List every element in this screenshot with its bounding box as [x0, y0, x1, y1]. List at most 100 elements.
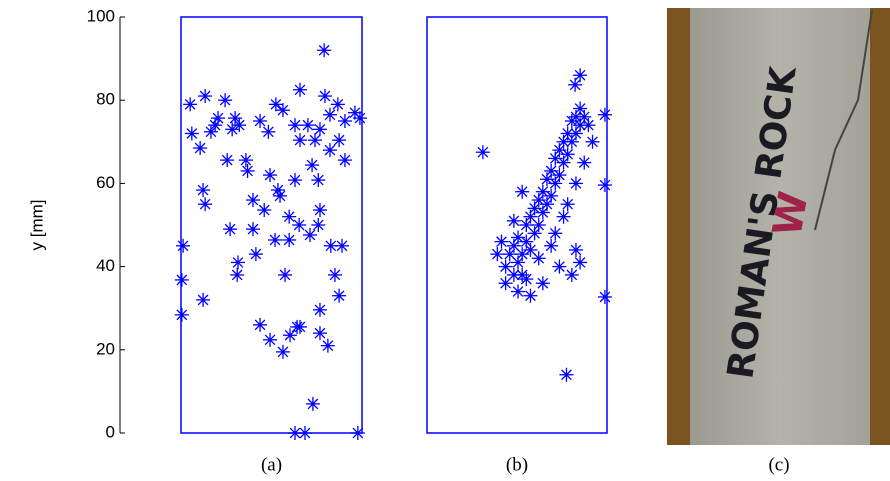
point [586, 135, 600, 149]
point [273, 189, 287, 203]
point [598, 290, 612, 304]
point [198, 89, 212, 103]
point [246, 222, 260, 236]
y-tick-label: 40 [96, 256, 115, 275]
point [569, 243, 583, 257]
y-tick-label: 60 [96, 173, 115, 192]
point [318, 89, 332, 103]
figure: ROMAN'S ROCK W (c) 020406080100y [mm](a)… [0, 0, 890, 481]
point [573, 255, 587, 269]
point [305, 158, 319, 172]
point [476, 145, 490, 159]
point [263, 168, 277, 182]
point [573, 68, 587, 82]
point [282, 233, 296, 247]
point [276, 103, 290, 117]
point [561, 147, 575, 161]
point [211, 111, 225, 125]
point [239, 153, 253, 167]
point [176, 239, 190, 253]
point [548, 226, 562, 240]
point [561, 197, 575, 211]
point [193, 141, 207, 155]
point [317, 43, 331, 57]
point [581, 118, 595, 132]
point [183, 97, 197, 111]
point [288, 118, 302, 132]
point [241, 164, 255, 178]
point [559, 368, 573, 382]
point [249, 247, 263, 261]
point [519, 272, 533, 286]
point [598, 178, 612, 192]
point [544, 189, 558, 203]
point [204, 125, 218, 139]
point [261, 125, 275, 139]
point [313, 326, 327, 340]
point [298, 426, 312, 440]
point [231, 255, 245, 269]
point [569, 176, 583, 190]
point [515, 185, 529, 199]
point [490, 247, 504, 261]
point [328, 268, 342, 282]
point [293, 83, 307, 97]
point [332, 289, 346, 303]
point [246, 193, 260, 207]
point [220, 153, 234, 167]
caption: (c) [768, 454, 789, 475]
point [225, 122, 239, 136]
y-tick-label: 80 [96, 90, 115, 109]
point [323, 143, 337, 157]
y-tick-label: 100 [87, 6, 115, 25]
point [218, 93, 232, 107]
point [263, 333, 277, 347]
point [283, 328, 297, 342]
point [232, 118, 246, 132]
point [185, 126, 199, 140]
point [269, 97, 283, 111]
point [552, 260, 566, 274]
point [552, 168, 566, 182]
point [288, 173, 302, 187]
point [278, 268, 292, 282]
caption: (b) [506, 454, 528, 475]
point [351, 426, 365, 440]
point [175, 273, 189, 287]
point [276, 345, 290, 359]
point [306, 397, 320, 411]
point [321, 339, 335, 353]
point [577, 156, 591, 170]
point [282, 210, 296, 224]
point [511, 285, 525, 299]
point [253, 318, 267, 332]
point [268, 233, 282, 247]
point [303, 228, 317, 242]
point [293, 133, 307, 147]
y-axis-label: y [mm] [27, 200, 46, 251]
plot-frame [181, 17, 362, 433]
point [198, 197, 212, 211]
point [313, 122, 327, 136]
point [324, 239, 338, 253]
point [253, 114, 267, 128]
point [544, 239, 558, 253]
caption: (a) [261, 454, 282, 475]
point [507, 214, 521, 228]
point [494, 235, 508, 249]
point [311, 173, 325, 187]
point [338, 153, 352, 167]
point [230, 268, 244, 282]
point [257, 203, 271, 217]
point [565, 268, 579, 282]
point [271, 183, 285, 197]
point [292, 218, 306, 232]
point [323, 108, 337, 122]
point [313, 303, 327, 317]
point [196, 293, 210, 307]
point [536, 276, 550, 290]
point [557, 210, 571, 224]
point [311, 218, 325, 232]
y-tick-label: 0 [106, 422, 115, 441]
point [228, 111, 242, 125]
